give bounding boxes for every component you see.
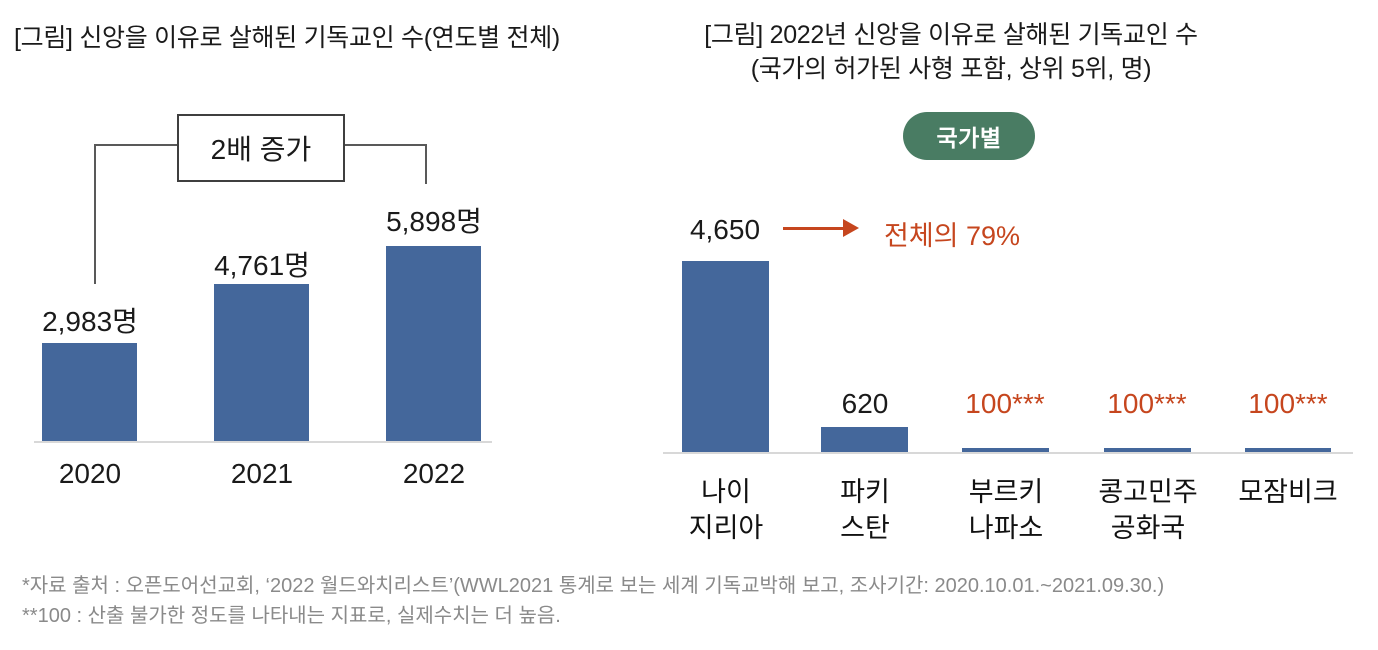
bar-2022 xyxy=(386,246,481,443)
left-chart-title: [그림] 신앙을 이유로 살해된 기독교인 수(연도별 전체) xyxy=(14,24,560,52)
footnote-indicator: **100 : 산출 불가한 정도를 나타내는 지표로, 실제수치는 더 높음. xyxy=(22,605,561,627)
value-label-dr-congo: 100*** xyxy=(1107,388,1187,419)
axis-label-burkina-faso: 부르키 나파소 xyxy=(906,474,1106,546)
axis-label-2022: 2022 xyxy=(402,458,466,489)
axis-label-dr-congo-line1: 콩고민주 xyxy=(1098,477,1198,507)
bracket-right-vertical-line xyxy=(425,144,427,184)
share-arrow-icon xyxy=(843,219,859,237)
axis-label-dr-congo-line2: 공화국 xyxy=(1110,513,1186,543)
bar-2021 xyxy=(214,284,309,443)
value-label-burkina-faso: 100*** xyxy=(965,388,1045,419)
axis-label-pakistan-line2: 스탄 xyxy=(840,513,890,543)
bar-2020 xyxy=(42,343,137,443)
axis-label-pakistan: 파키 스탄 xyxy=(765,474,965,546)
value-label-nigeria: 4,650 xyxy=(689,214,761,245)
axis-label-pakistan-line1: 파키 xyxy=(840,477,890,507)
left-chart-axis-line xyxy=(34,441,492,443)
bracket-left-horizontal-line xyxy=(94,144,177,146)
doubling-annotation-box: 2배 증가 xyxy=(177,114,345,182)
share-annotation: 전체의 79% xyxy=(884,221,1021,251)
doubling-annotation-text: 2배 증가 xyxy=(210,134,312,165)
axis-label-mozambique: 모잠비크 xyxy=(1188,474,1378,510)
value-label-2020: 2,983명 xyxy=(42,306,138,337)
bar-mozambique xyxy=(1245,448,1331,453)
country-badge-label: 국가별 xyxy=(936,125,1002,151)
footnotes: *자료 출처 : 오픈도어선교회, ‘2022 월드와치리스트’(WWL2021… xyxy=(22,571,1362,631)
axis-label-dr-congo: 콩고민주 공화국 xyxy=(1048,474,1248,546)
axis-label-2020: 2020 xyxy=(58,458,122,489)
share-arrow-line xyxy=(783,227,845,230)
bracket-right-horizontal-line xyxy=(345,144,427,146)
country-badge: 국가별 xyxy=(903,112,1035,160)
bracket-left-vertical-line xyxy=(94,144,96,284)
axis-label-mozambique-line1: 모잠비크 xyxy=(1238,477,1338,507)
axis-label-burkina-faso-line2: 나파소 xyxy=(968,513,1044,543)
right-chart-title-line2: (국가의 허가된 사형 포함, 상위 5위, 명) xyxy=(750,55,1152,83)
axis-label-2021: 2021 xyxy=(230,458,294,489)
value-label-pakistan: 620 xyxy=(841,388,889,419)
footnote-source: *자료 출처 : 오픈도어선교회, ‘2022 월드와치리스트’(WWL2021… xyxy=(22,575,1165,597)
right-chart-title-line1: [그림] 2022년 신앙을 이유로 살해된 기독교인 수 xyxy=(704,21,1198,49)
value-label-mozambique: 100*** xyxy=(1248,388,1328,419)
value-label-2021: 4,761명 xyxy=(214,250,310,281)
right-chart-axis-line xyxy=(663,452,1353,454)
axis-label-nigeria: 나이 지리아 xyxy=(626,474,826,546)
axis-label-nigeria-line2: 지리아 xyxy=(688,513,764,543)
bar-dr-congo xyxy=(1104,448,1191,453)
bar-burkina-faso xyxy=(962,448,1049,453)
axis-label-burkina-faso-line1: 부르키 xyxy=(968,477,1044,507)
axis-label-nigeria-line1: 나이 xyxy=(701,477,751,507)
bar-pakistan xyxy=(821,427,908,453)
right-chart-title: [그림] 2022년 신앙을 이유로 살해된 기독교인 수 (국가의 허가된 사… xyxy=(662,18,1240,86)
bar-nigeria xyxy=(682,261,769,453)
value-label-2022: 5,898명 xyxy=(386,206,482,237)
